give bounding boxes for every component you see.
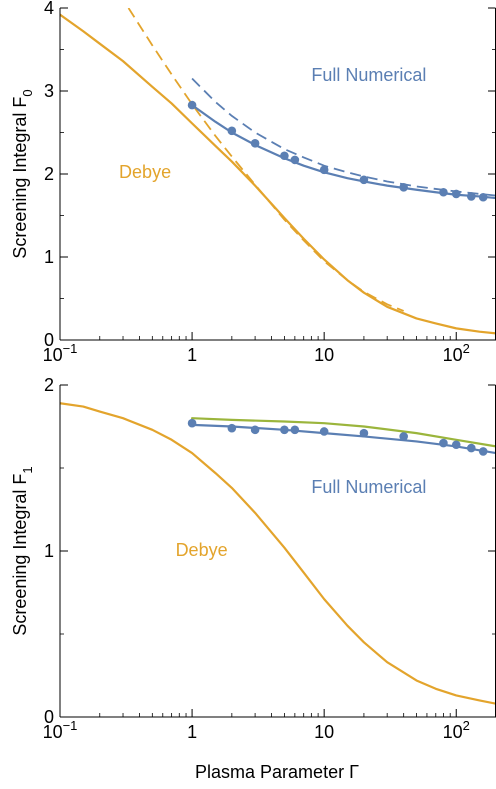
- bottom-data-point: [280, 425, 289, 435]
- top-data-point: [399, 182, 408, 192]
- top-y-tick-label: 2: [44, 164, 54, 184]
- bottom-data-point: [227, 423, 237, 433]
- bottom-data-point: [478, 447, 488, 456]
- bottom-data-point: [319, 427, 329, 436]
- bottom-x-tick-label: 1: [187, 722, 197, 742]
- top-x-tick-label: 10: [314, 345, 334, 365]
- top-data-point: [280, 151, 289, 161]
- bottom-data-point: [451, 440, 461, 450]
- bottom-y-tick-label: 0: [44, 707, 54, 727]
- top-annotation-debye: Debye: [119, 162, 171, 182]
- bottom-data-point: [250, 425, 260, 435]
- top-x-tick-label: 10−1: [43, 341, 78, 365]
- bottom-plot-area: [60, 402, 496, 705]
- x-axis-label: Plasma Parameter Γ: [195, 762, 359, 782]
- top-data-point: [187, 100, 197, 110]
- bottom-series-green-solid-line: [190, 417, 496, 448]
- bottom-x-tick-label: 10−1: [43, 718, 78, 742]
- top-annotation-numerical: Full Numerical: [311, 65, 426, 85]
- bottom-annotation-debye: Debye: [176, 540, 228, 560]
- bottom-axes: 10−1 1 10 102 0 1 2 Full Numerical Debye: [43, 375, 496, 742]
- bottom-series-debye-solid-line: [60, 402, 496, 705]
- top-data-point: [451, 189, 461, 199]
- bottom-y-tick-label: 1: [44, 541, 54, 561]
- bottom-x-tick-label: 102: [443, 718, 470, 742]
- bottom-data-point: [399, 432, 408, 441]
- bottom-y-axis-label: Screening Integral F1: [10, 466, 35, 635]
- top-series-debye-dashed-line: [127, 8, 405, 312]
- top-y-tick-label: 0: [44, 330, 54, 350]
- bottom-data-point: [466, 443, 476, 453]
- bottom-annotation-numerical: Full Numerical: [311, 477, 426, 497]
- bottom-data-point: [439, 438, 448, 448]
- top-plot-area: [60, 8, 496, 335]
- top-panel: 10−1 1 10 102 0 1 2 3 4 Full Numerical Debye Scree…: [10, 0, 496, 365]
- bottom-data-point: [290, 425, 300, 435]
- bottom-x-tick-label: 10: [314, 722, 334, 742]
- top-x-tick-label: 102: [443, 341, 470, 365]
- top-data-point: [319, 165, 329, 175]
- top-y-tick-label: 3: [44, 81, 54, 101]
- top-data-point: [290, 155, 300, 165]
- top-data-point: [250, 138, 260, 148]
- bottom-series-numerical-solid-line: [190, 423, 496, 455]
- top-data-point: [227, 126, 237, 136]
- bottom-data-point: [187, 418, 197, 428]
- top-data-point: [466, 192, 476, 201]
- top-data-point: [478, 192, 488, 202]
- top-data-point: [439, 187, 448, 197]
- top-series-debye-solid-line: [60, 13, 496, 335]
- bottom-data-point: [359, 428, 369, 438]
- top-x-tick-label: 1: [187, 345, 197, 365]
- top-y-tick-label: 4: [44, 0, 54, 18]
- top-data-point: [359, 175, 369, 185]
- top-y-axis-label: Screening Integral F0: [10, 89, 35, 258]
- top-y-tick-label: 1: [44, 247, 54, 267]
- top-series-numerical-solid-line: [190, 104, 496, 200]
- bottom-panel: 10−1 1 10 102 0 1 2 Full Numerical Debye Screeni…: [10, 375, 496, 742]
- bottom-y-tick-label: 2: [44, 375, 54, 395]
- top-axes: 10−1 1 10 102 0 1 2 3 4 Full Numerical Debye: [43, 0, 496, 365]
